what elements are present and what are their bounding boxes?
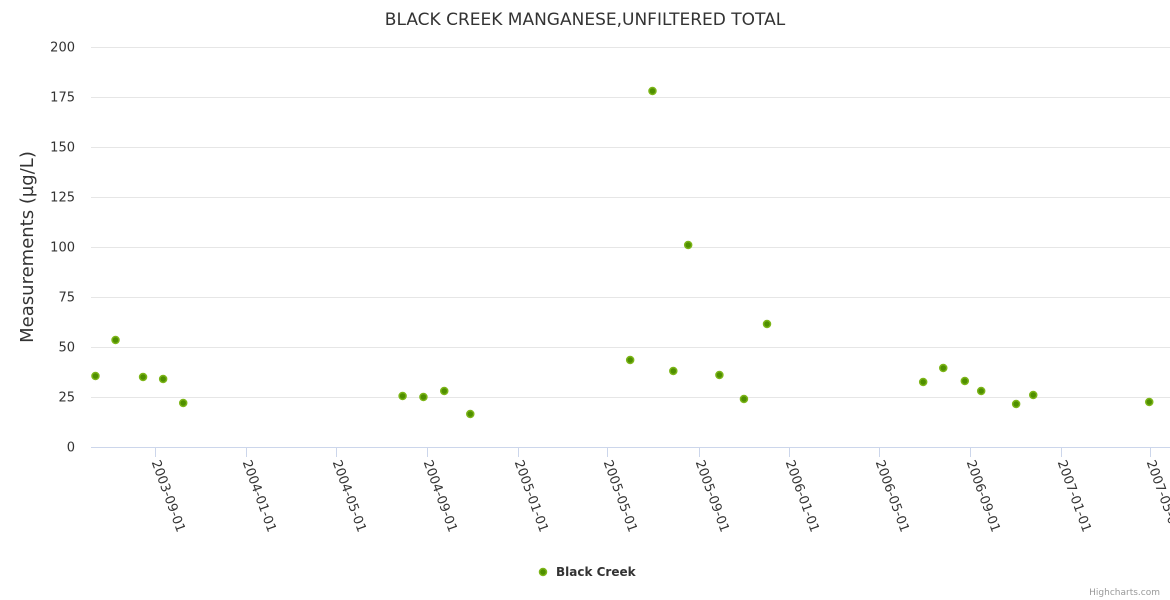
x-tick-label: 2003-09-01 (148, 458, 188, 534)
y-tick-label: 125 (50, 191, 75, 206)
x-tick-label: 2005-09-01 (692, 458, 732, 534)
grid-lines (91, 47, 1170, 398)
x-tick-label: 2006-09-01 (963, 458, 1003, 534)
data-point[interactable] (648, 86, 657, 96)
x-tick-label: 2005-01-01 (511, 458, 551, 534)
data-point[interactable] (178, 398, 188, 408)
data-point[interactable] (1145, 397, 1154, 407)
y-tick-label: 0 (67, 441, 75, 456)
y-tick-label: 50 (58, 341, 75, 356)
series-black-creek (91, 86, 1154, 419)
data-point[interactable] (1028, 390, 1038, 400)
data-point[interactable] (466, 409, 475, 419)
x-tick-label: 2004-09-01 (420, 458, 460, 534)
data-point[interactable] (111, 335, 120, 345)
chart-title: BLACK CREEK MANGANESE,UNFILTERED TOTAL (385, 10, 786, 30)
data-point[interactable] (939, 363, 948, 373)
y-axis-label: Measurements (µg/L) (17, 151, 38, 343)
data-point[interactable] (158, 374, 168, 384)
credits-link[interactable]: Highcharts.com (1089, 588, 1160, 598)
y-tick-label: 175 (50, 91, 75, 106)
data-point[interactable] (739, 394, 749, 404)
data-point[interactable] (976, 386, 986, 396)
y-tick-label: 75 (58, 291, 75, 306)
legend-label: Black Creek (556, 565, 637, 579)
x-tick-label: 2006-05-01 (872, 458, 912, 534)
data-point[interactable] (683, 240, 693, 250)
y-tick-label: 200 (50, 41, 75, 56)
x-tick-label: 2005-05-01 (600, 458, 640, 534)
y-tick-label: 150 (50, 141, 75, 156)
data-point[interactable] (918, 377, 928, 387)
data-point[interactable] (762, 319, 772, 329)
x-tick-label: 2007-01-01 (1054, 458, 1094, 534)
x-axis-ticks: 2003-09-01 2004-01-01 2004-05-01 2004-09-01… (148, 447, 1170, 534)
x-tick-label: 2004-05-01 (329, 458, 369, 534)
data-point[interactable] (138, 372, 148, 382)
y-axis-ticks: 0 25 50 75 100 125 150 175 200 (50, 41, 75, 456)
x-tick-label: 2007-05-01 (1143, 458, 1170, 534)
x-tick-label: 2006-01-01 (782, 458, 822, 534)
y-tick-label: 100 (50, 241, 75, 256)
data-point[interactable] (398, 391, 407, 401)
data-point[interactable] (1011, 399, 1021, 409)
data-point[interactable] (439, 386, 449, 396)
data-point[interactable] (669, 366, 678, 376)
y-tick-label: 25 (58, 391, 75, 406)
legend-item-black-creek[interactable]: Black Creek (538, 565, 637, 579)
data-point[interactable] (625, 355, 635, 365)
data-point[interactable] (715, 370, 724, 380)
data-point[interactable] (419, 392, 428, 402)
x-tick-label: 2004-01-01 (239, 458, 279, 534)
data-point[interactable] (91, 371, 100, 381)
legend-marker-icon (538, 567, 548, 577)
data-point[interactable] (960, 376, 970, 386)
